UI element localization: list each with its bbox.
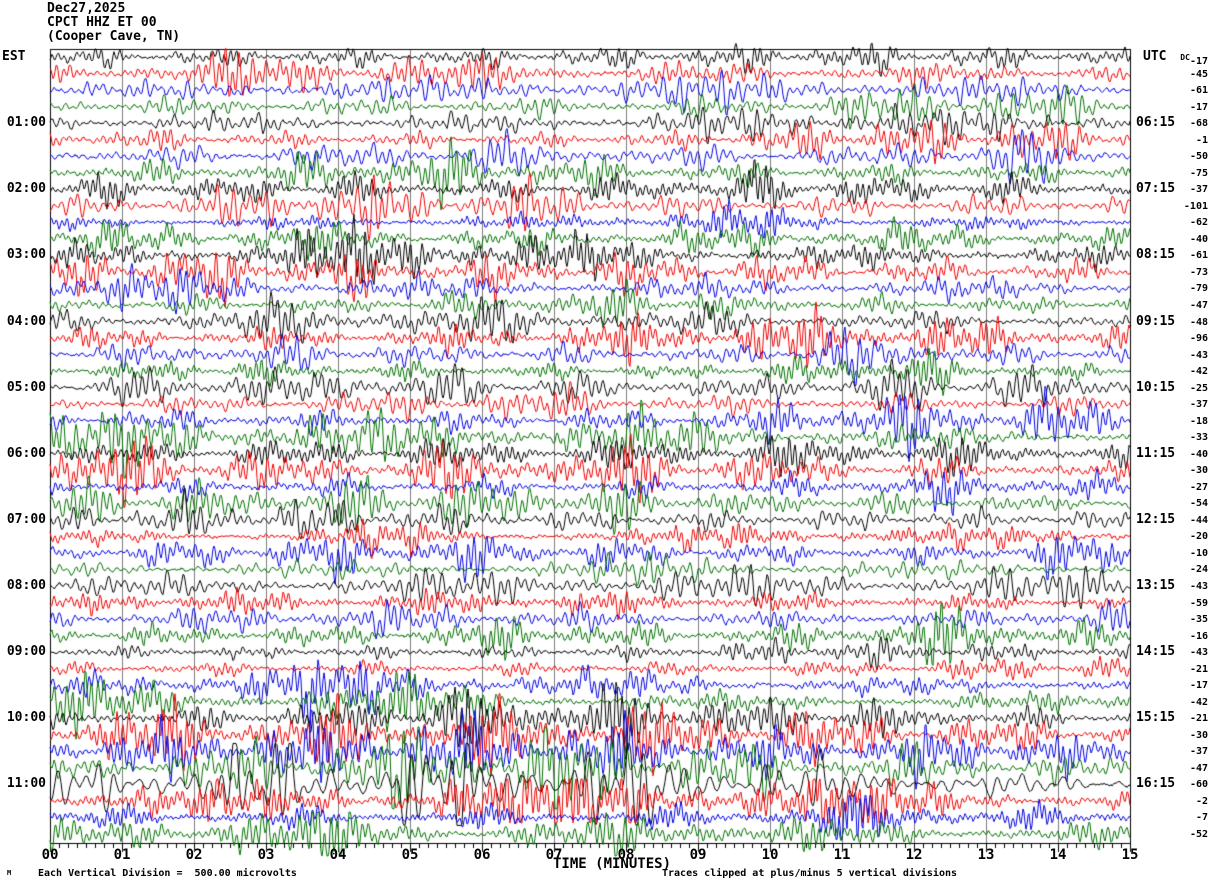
dc-offset-value: -42 — [1189, 697, 1208, 708]
dc-offset-value: -21 — [1189, 664, 1208, 675]
dc-offset-value: -27 — [1189, 482, 1208, 493]
utc-hour-label: 14:15 — [1136, 644, 1176, 659]
est-hour-label: 04:00 — [6, 314, 46, 329]
dc-offset-value: -45 — [1189, 69, 1208, 80]
dc-offset-value: -40 — [1189, 449, 1208, 460]
x-tick-label: 09 — [689, 847, 707, 863]
x-tick-label: 07 — [545, 847, 563, 863]
utc-hour-label: 11:15 — [1136, 446, 1176, 461]
x-tick-label: 01 — [113, 847, 131, 863]
dc-offset-value: -47 — [1189, 763, 1208, 774]
dc-offset-value: -17 — [1189, 680, 1208, 691]
dc-offset-value: -60 — [1189, 779, 1208, 790]
x-tick-label: 00 — [41, 847, 59, 863]
dc-offset-value: -43 — [1189, 350, 1208, 361]
x-tick-label: 08 — [617, 847, 635, 863]
dc-offset-value: -44 — [1189, 515, 1208, 526]
dc-offset-value: -16 — [1189, 631, 1208, 642]
dc-offset-value: -62 — [1189, 217, 1208, 228]
dc-offset-value: -20 — [1189, 531, 1208, 542]
x-tick-label: 11 — [833, 847, 851, 863]
dc-offset-value: -54 — [1189, 498, 1208, 509]
dc-offset-value: -40 — [1189, 234, 1208, 245]
title-location: (Cooper Cave, TN) — [47, 29, 181, 44]
dc-offset-value: -30 — [1189, 465, 1208, 476]
dc-offset-value: -17 — [1189, 102, 1208, 113]
dc-offset-value: -25 — [1189, 383, 1208, 394]
dc-offset-value: -35 — [1189, 614, 1208, 625]
dc-offset-value: -47 — [1189, 300, 1208, 311]
dc-offset-value: -1 — [1195, 135, 1208, 146]
dc-offset-value: -75 — [1189, 168, 1208, 179]
dc-offset-value: -52 — [1189, 829, 1208, 840]
dc-offset-value: -61 — [1189, 85, 1208, 96]
dc-offset-value: -30 — [1189, 730, 1208, 741]
dc-offset-value: -48 — [1189, 317, 1208, 328]
dc-offset-value: -24 — [1189, 564, 1208, 575]
corner-mark: M — [7, 869, 12, 877]
scale-note: Each Vertical Division = 500.00 microvol… — [38, 868, 297, 879]
est-zone-label: EST — [2, 49, 26, 64]
x-tick-label: 06 — [473, 847, 491, 863]
est-hour-label: 09:00 — [6, 644, 46, 659]
x-tick-label: 03 — [257, 847, 275, 863]
x-tick-label: 04 — [329, 847, 347, 863]
est-hour-label: 03:00 — [6, 247, 46, 262]
x-tick-label: 12 — [905, 847, 923, 863]
clip-note: Traces clipped at plus/minus 5 vertical … — [662, 868, 958, 879]
x-tick-label: 15 — [1121, 847, 1139, 863]
dc-offset-value: DC-17 — [1180, 53, 1208, 67]
est-hour-label: 07:00 — [6, 512, 46, 527]
dc-offset-value: -61 — [1189, 250, 1208, 261]
dc-offset-value: -2 — [1195, 796, 1208, 807]
x-tick-label: 13 — [977, 847, 995, 863]
dc-offset-value: -7 — [1195, 812, 1208, 823]
dc-offset-value: -43 — [1189, 647, 1208, 658]
est-hour-label: 02:00 — [6, 181, 46, 196]
est-hour-label: 01:00 — [6, 115, 46, 130]
est-hour-label: 05:00 — [6, 380, 46, 395]
utc-hour-label: 06:15 — [1136, 115, 1176, 130]
utc-hour-label: 13:15 — [1136, 578, 1176, 593]
dc-offset-value: -37 — [1189, 746, 1208, 757]
utc-hour-label: 10:15 — [1136, 380, 1176, 395]
dc-offset-value: -96 — [1189, 333, 1208, 344]
utc-hour-label: 08:15 — [1136, 247, 1176, 262]
dc-offset-value: -101 — [1183, 201, 1208, 212]
x-tick-label: 05 — [401, 847, 419, 863]
utc-hour-label: 07:15 — [1136, 181, 1176, 196]
x-tick-label: 14 — [1049, 847, 1067, 863]
dc-offset-value: -10 — [1189, 548, 1208, 559]
dc-offset-value: -37 — [1189, 399, 1208, 410]
x-axis-title: TIME (MINUTES) — [553, 856, 672, 872]
x-tick-label: 10 — [761, 847, 779, 863]
dc-offset-value: -33 — [1189, 432, 1208, 443]
dc-offset-value: -59 — [1189, 598, 1208, 609]
dc-offset-value: -18 — [1189, 416, 1208, 427]
est-hour-label: 10:00 — [6, 710, 46, 725]
utc-hour-label: 16:15 — [1136, 776, 1176, 791]
dc-unit-label: DC — [1180, 53, 1190, 62]
dc-offset-value: -21 — [1189, 713, 1208, 724]
utc-hour-label: 09:15 — [1136, 314, 1176, 329]
est-hour-label: 06:00 — [6, 446, 46, 461]
dc-offset-value: -79 — [1189, 283, 1208, 294]
dc-offset-value: -68 — [1189, 118, 1208, 129]
title-date: Dec27,2025 — [47, 1, 126, 16]
est-hour-label: 08:00 — [6, 578, 46, 593]
est-hour-label: 11:00 — [6, 776, 46, 791]
dc-offset-value: -73 — [1189, 267, 1208, 278]
utc-hour-label: 12:15 — [1136, 512, 1176, 527]
title-station: CPCT HHZ ET 00 — [47, 15, 157, 30]
dc-offset-value: -42 — [1189, 366, 1208, 377]
dc-offset-value: -43 — [1189, 581, 1208, 592]
dc-offset-value: -37 — [1189, 184, 1208, 195]
dc-offset-value: -50 — [1189, 151, 1208, 162]
utc-zone-label: UTC — [1143, 49, 1167, 64]
utc-hour-label: 15:15 — [1136, 710, 1176, 725]
x-tick-label: 02 — [185, 847, 203, 863]
